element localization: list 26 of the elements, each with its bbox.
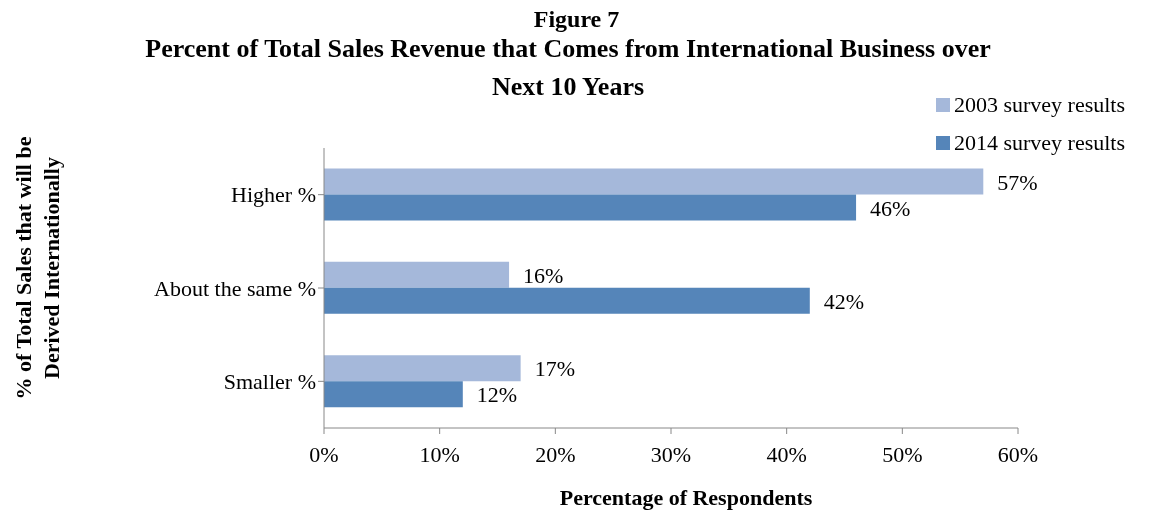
bar (324, 355, 521, 382)
x-tick-label: 0% (309, 441, 339, 467)
x-axis-title: Percentage of Respondents (558, 485, 814, 511)
x-tick-label: 10% (419, 441, 460, 467)
x-tick-label: 30% (650, 441, 692, 467)
data-label: 12% (476, 382, 518, 408)
data-label: 57% (997, 169, 1038, 195)
y-tick-label: Smaller % (223, 369, 316, 395)
data-label: 42% (823, 288, 865, 314)
caption: Figure 7 (532, 6, 621, 33)
bar (324, 261, 510, 288)
data-label: 46% (870, 195, 911, 221)
bar (324, 168, 984, 195)
bar (324, 194, 857, 221)
legend-label: 2014 survey results (953, 130, 1125, 156)
bar (324, 381, 463, 408)
x-tick-label: 50% (882, 441, 923, 467)
x-tick-label: 40% (766, 441, 807, 467)
y-tick-label: Higher % (231, 182, 316, 208)
data-label: 16% (523, 262, 564, 288)
data-label: 17% (534, 356, 575, 382)
y-tick-label: About the same % (154, 275, 316, 301)
x-tick-label: 60% (997, 441, 1039, 467)
y-axis-title: % of Total Sales that will be Derived Internationally (10, 135, 65, 402)
x-tick-label: 20% (535, 441, 576, 467)
bar (324, 287, 810, 314)
